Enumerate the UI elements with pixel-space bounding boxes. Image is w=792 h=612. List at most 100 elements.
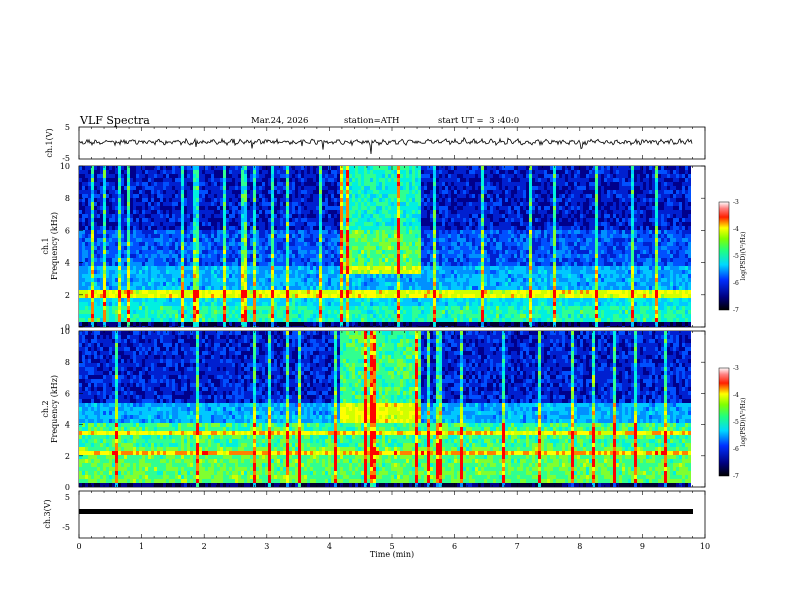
spectrogram-cell [211, 310, 214, 314]
spectrogram-cell [199, 214, 202, 218]
spectrogram-cell [313, 214, 316, 218]
spectrogram-cell [391, 278, 394, 282]
spectrogram-cell [229, 170, 232, 174]
spectrogram-cell [301, 258, 304, 262]
spectrogram-cell [211, 190, 214, 194]
spectrogram-cell [415, 206, 418, 210]
spectrogram-cell [382, 174, 385, 178]
spectrogram-cell [220, 266, 223, 270]
spectrogram-cell [337, 178, 340, 182]
spectrogram-cell [85, 174, 88, 178]
spectrogram-cell [145, 254, 148, 258]
spectrogram-cell [433, 178, 436, 182]
spectrogram-cell [151, 170, 154, 174]
spectrogram-cell [430, 314, 433, 318]
spectrogram-cell [103, 210, 106, 214]
spectrogram-cell [172, 190, 175, 194]
spectrogram-cell [340, 218, 343, 222]
spectrogram-cell [376, 194, 379, 198]
spectrogram-cell [433, 198, 436, 202]
spectrogram-cell [202, 190, 205, 194]
spectrogram-cell [118, 322, 121, 326]
spectrogram-cell [256, 270, 259, 274]
spectrogram-cell [424, 298, 427, 302]
spectrogram-cell [412, 242, 415, 246]
spectrogram-cell [415, 194, 418, 198]
spectrogram-cell [364, 262, 367, 266]
spectrogram-cell [292, 198, 295, 202]
spectrogram-cell [427, 186, 430, 190]
spectrogram-cell [427, 310, 430, 314]
spectrogram-cell [94, 230, 97, 234]
spectrogram-cell [406, 230, 409, 234]
spectrogram-cell [139, 302, 142, 306]
spectrogram-cell [202, 174, 205, 178]
spectrogram-cell [118, 250, 121, 254]
spectrogram-cell [250, 254, 253, 258]
spectrogram-cell [370, 198, 373, 202]
spectrogram-cell [235, 278, 238, 282]
spectrogram-cell [235, 326, 238, 327]
spectrogram-cell [415, 326, 418, 327]
spectrogram-cell [187, 286, 190, 290]
spectrogram-cell [250, 206, 253, 210]
spectrogram-cell [142, 170, 145, 174]
spectrogram-cell [355, 258, 358, 262]
spectrogram-cell [376, 294, 379, 298]
spectrogram-cell [82, 326, 85, 327]
spectrogram-cell [382, 242, 385, 246]
spectrogram-cell [337, 226, 340, 230]
spectrogram-cell [331, 206, 334, 210]
spectrogram-cell [316, 238, 319, 242]
spectrogram-cell [286, 314, 289, 318]
spectrogram-cell [91, 238, 94, 242]
spectrogram-cell [124, 186, 127, 190]
spectrogram-cell [370, 274, 373, 278]
spectrogram-cell [274, 242, 277, 246]
spectrogram-cell [229, 190, 232, 194]
spectrogram-cell [235, 194, 238, 198]
spectrogram-cell [271, 322, 274, 326]
spectrogram-cell [94, 166, 97, 170]
spectrogram-cell [142, 290, 145, 294]
spectrogram-cell [154, 278, 157, 282]
spectrogram-cell [310, 238, 313, 242]
spectrogram-cell [106, 306, 109, 310]
spectrogram-cell [82, 174, 85, 178]
spectrogram-cell [154, 166, 157, 170]
spectrogram-cell [412, 194, 415, 198]
spectrogram-cell [307, 266, 310, 270]
spectrogram-cell [355, 318, 358, 322]
spectrogram-cell [223, 242, 226, 246]
spectrogram-cell [331, 190, 334, 194]
spectrogram-cell [106, 270, 109, 274]
spectrogram-cell [409, 294, 412, 298]
spectrogram-cell [307, 298, 310, 302]
spectrogram-cell [115, 238, 118, 242]
spectrogram-cell [382, 290, 385, 294]
spectrogram-cell [352, 242, 355, 246]
spectrogram-cell [217, 242, 220, 246]
spectrogram-cell [349, 278, 352, 282]
spectrogram-cell [238, 286, 241, 290]
spectrogram-cell [130, 178, 133, 182]
spectrogram-cell [334, 230, 337, 234]
spectrogram-cell [301, 214, 304, 218]
spectrogram-cell [370, 182, 373, 186]
spectrogram-cell [397, 294, 400, 298]
spectrogram-cell [169, 190, 172, 194]
spectrogram-cell [211, 182, 214, 186]
spectrogram-cell [166, 190, 169, 194]
spectrogram-cell [235, 266, 238, 270]
spectrogram-cell [274, 310, 277, 314]
spectrogram-cell [247, 206, 250, 210]
spectrogram-cell [232, 254, 235, 258]
spectrogram-cell [352, 314, 355, 318]
spectrogram-cell [235, 274, 238, 278]
spectrogram-cell [139, 194, 142, 198]
spectrogram-cell [163, 202, 166, 206]
spectrogram-cell [253, 202, 256, 206]
spectrogram-cell [322, 310, 325, 314]
spectrogram-cell [178, 250, 181, 254]
spectrogram-cell [379, 326, 382, 327]
